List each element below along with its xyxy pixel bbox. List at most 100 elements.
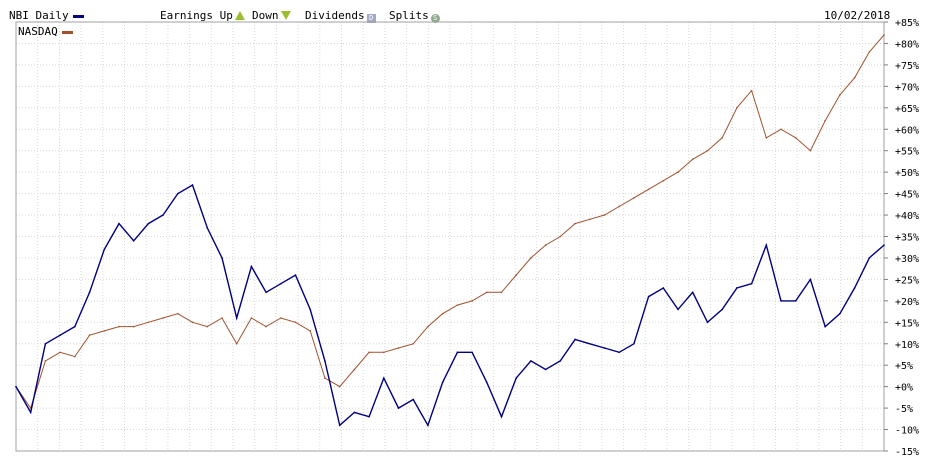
legend-nbi[interactable]: NBI Daily [9,9,84,22]
data-point [706,321,709,324]
data-point [647,188,650,191]
data-point [221,257,223,259]
data-point [603,214,606,216]
data-point [280,282,282,285]
data-point [853,287,856,289]
y-tick-label: +50% [895,168,919,179]
data-point [338,424,341,427]
y-tick-label: +60% [895,125,919,136]
legend-splits[interactable]: Splits S [389,9,440,23]
y-tick-label: +70% [895,82,919,93]
data-point [412,398,415,401]
data-point [44,360,47,362]
data-point [691,158,694,161]
legend-earnings-up[interactable]: Earnings Up [160,9,245,22]
data-point [147,222,150,225]
data-point [883,244,885,246]
data-point [853,76,856,79]
data-point [382,351,385,354]
data-point [780,300,782,302]
data-point [559,235,562,238]
splits-icon: S [430,14,440,23]
data-point [485,381,488,384]
data-point [382,377,385,379]
y-tick-label: +35% [895,233,919,244]
data-point [530,360,532,362]
y-tick-label: +85% [895,18,919,29]
y-tick-label: +80% [895,39,919,50]
data-point [368,415,370,418]
data-point [809,278,812,281]
data-point [74,355,76,358]
y-tick-label: +45% [895,190,919,201]
data-point [147,321,150,324]
data-point [559,360,562,362]
legend-earnings-up-label: Earnings Up [160,9,233,22]
data-point [603,347,606,349]
data-point [59,351,61,354]
data-point [235,342,238,345]
data-point [427,424,429,427]
data-point [353,368,356,371]
data-point [132,325,135,328]
data-point [750,89,753,92]
earnings-down-icon [280,11,291,20]
data-point [515,377,518,379]
nbi-swatch-icon [72,14,84,18]
data-point [868,51,871,53]
data-point [750,282,753,285]
data-point [530,257,532,259]
data-point [88,291,91,294]
data-point [574,222,576,225]
data-point [250,265,253,268]
series-line [15,183,885,427]
y-tick-label: +0% [895,383,913,394]
data-point [647,295,650,298]
series-nbi-daily [15,183,885,427]
dividends-icon: D [366,14,376,23]
data-point [427,325,429,328]
data-point [677,308,679,311]
data-point [633,197,635,199]
series-layer [15,34,885,427]
data-point [544,244,547,246]
data-point [206,227,209,229]
data-point [191,184,194,186]
data-point [721,137,723,139]
y-tick-label: +10% [895,340,919,351]
legend-dividends-label: Dividends [305,9,365,22]
data-point [44,342,47,345]
data-point [471,351,473,354]
data-point [412,342,415,345]
legend-down[interactable]: Down [252,9,291,22]
data-point [309,308,312,311]
data-point [294,321,297,324]
data-point [324,360,326,362]
data-point [265,325,267,328]
data-point [721,308,723,311]
y-tick-label: +30% [895,254,919,265]
data-point [485,291,488,294]
data-point [235,317,238,319]
earnings-up-icon [234,11,245,20]
data-point [662,179,665,182]
data-point [441,381,444,384]
data-point [471,300,473,302]
nasdaq-swatch-icon [61,30,73,34]
grid-layer [15,21,885,452]
data-point [588,342,591,345]
legend-dividends[interactable]: Dividends D [305,9,376,23]
data-point [765,244,768,246]
data-point [74,325,76,328]
data-point [662,287,665,289]
legend-splits-label: Splits [389,9,429,22]
legend-nbi-label: NBI Daily [9,9,69,22]
data-point [544,368,547,371]
plot-frame [15,21,885,452]
y-axis: +85% +80% +75% +70% +65% +60% +55% +50% +45% +40%… [884,18,919,458]
legend-down-label: Down [252,9,279,22]
data-point [103,330,106,332]
data-point [118,222,120,225]
y-tick-label: -5% [895,404,913,415]
y-tick-label: +5% [895,361,913,372]
